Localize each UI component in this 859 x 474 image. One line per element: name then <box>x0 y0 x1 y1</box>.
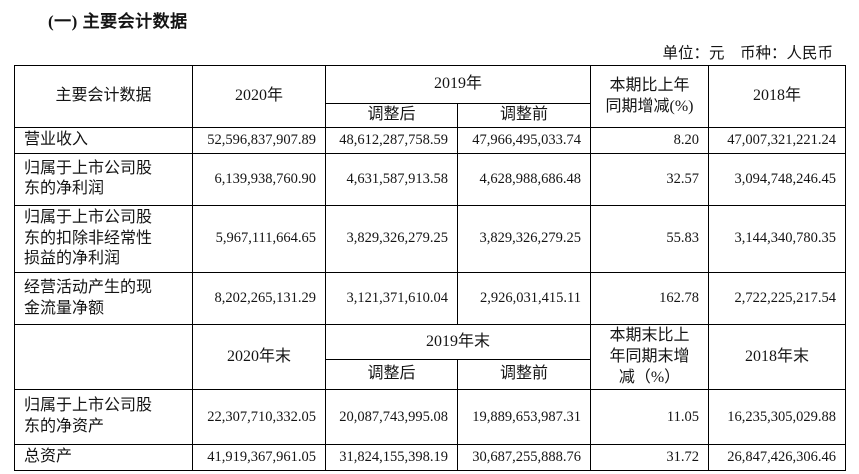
row-label: 营业收入 <box>14 127 193 154</box>
cell-2018: 47,007,321,221.24 <box>708 127 847 154</box>
cell-change-pct: 32.57 <box>590 152 710 206</box>
header-2020: 2020年 <box>192 65 326 128</box>
row-label: 经营活动产生的现 金流量净额 <box>14 272 193 326</box>
table-row: 归属于上市公司股 东的净资产 22,307,710,332.05 20,087,… <box>14 389 847 446</box>
cell-2019-adjusted: 3,829,326,279.25 <box>325 204 458 274</box>
cell-2019-before: 47,966,495,033.74 <box>456 127 592 154</box>
cell-2020: 22,307,710,332.05 <box>192 389 326 446</box>
row-label: 归属于上市公司股 东的净利润 <box>14 152 193 206</box>
cell-2018: 16,235,305,029.88 <box>708 389 847 446</box>
table-subheader-row-1: 调整后 调整前 <box>15 103 846 128</box>
unit-currency-note: 单位：元 币种：人民币 <box>662 45 833 62</box>
table-header-row-1: 主要会计数据 2020年 2019年 本期比上年 同期增减(%) 2018年 <box>14 65 847 128</box>
cell-2018: 3,144,340,780.35 <box>708 204 847 274</box>
table-row: 营业收入 52,596,837,907.89 48,612,287,758.59… <box>14 127 847 154</box>
accounting-data-table: 主要会计数据 2020年 2019年 本期比上年 同期增减(%) 2018年 调… <box>14 65 847 471</box>
table-row: 归属于上市公司股 东的净利润 6,139,938,760.90 4,631,58… <box>14 152 847 206</box>
cell-2020: 5,967,111,664.65 <box>192 204 326 274</box>
table-row: 经营活动产生的现 金流量净额 8,202,265,131.29 3,121,37… <box>14 272 847 326</box>
cell-2018: 2,722,225,217.54 <box>708 272 847 326</box>
cell-change-pct: 55.83 <box>590 204 710 274</box>
subheader-adjusted: 调整后 <box>325 103 458 128</box>
subheader-before-adjust: 调整前 <box>456 359 592 391</box>
header-2018: 2018年 <box>708 65 847 128</box>
cell-2019-adjusted: 20,087,743,995.08 <box>325 389 458 446</box>
row-label: 归属于上市公司股 东的扣除非经常性 损益的净利润 <box>14 204 193 274</box>
table-header-row-2: 2020年末 2019年末 本期末比上 年同期末增 减（%） 2018年末 <box>14 324 847 391</box>
cell-2019-before: 2,926,031,415.11 <box>456 272 592 326</box>
table-subheader-row-2: 调整后 调整前 <box>15 359 846 391</box>
cell-2019-before: 19,889,653,987.31 <box>456 389 592 446</box>
section-title: (一) 主要会计数据 <box>48 12 188 31</box>
cell-2019-before: 4,628,988,686.48 <box>456 152 592 206</box>
cell-change-pct: 11.05 <box>590 389 710 446</box>
cell-change-pct: 162.78 <box>590 272 710 326</box>
cell-2018: 3,094,748,246.45 <box>708 152 847 206</box>
header-2019-end: 2019年末 <box>324 324 592 361</box>
row-label: 归属于上市公司股 东的净资产 <box>14 389 193 446</box>
header-change-pct: 本期比上年 同期增减(%) <box>590 65 710 128</box>
cell-2020: 52,596,837,907.89 <box>192 127 326 154</box>
header-empty <box>14 324 193 391</box>
cell-change-pct: 8.20 <box>590 127 710 154</box>
cell-2019-adjusted: 4,631,587,913.58 <box>325 152 458 206</box>
subheader-before-adjust: 调整前 <box>456 103 592 128</box>
subheader-adjusted: 调整后 <box>325 359 458 391</box>
cell-2020: 6,139,938,760.90 <box>192 152 326 206</box>
header-main-label: 主要会计数据 <box>14 65 193 128</box>
header-2019: 2019年 <box>324 65 592 104</box>
cell-2020: 8,202,265,131.29 <box>192 272 326 326</box>
table-row: 归属于上市公司股 东的扣除非经常性 损益的净利润 5,967,111,664.6… <box>14 204 847 274</box>
header-end-change-pct: 本期末比上 年同期末增 减（%） <box>590 324 710 391</box>
cell-2019-adjusted: 48,612,287,758.59 <box>325 127 458 154</box>
cell-2019-adjusted: 3,121,371,610.04 <box>325 272 458 326</box>
cell-2019-before: 3,829,326,279.25 <box>456 204 592 274</box>
report-page: (一) 主要会计数据 单位：元 币种：人民币 主要会计数据 2020年 2019… <box>0 7 859 474</box>
header-2018-end: 2018年末 <box>708 324 847 391</box>
header-2020-end: 2020年末 <box>192 324 326 391</box>
